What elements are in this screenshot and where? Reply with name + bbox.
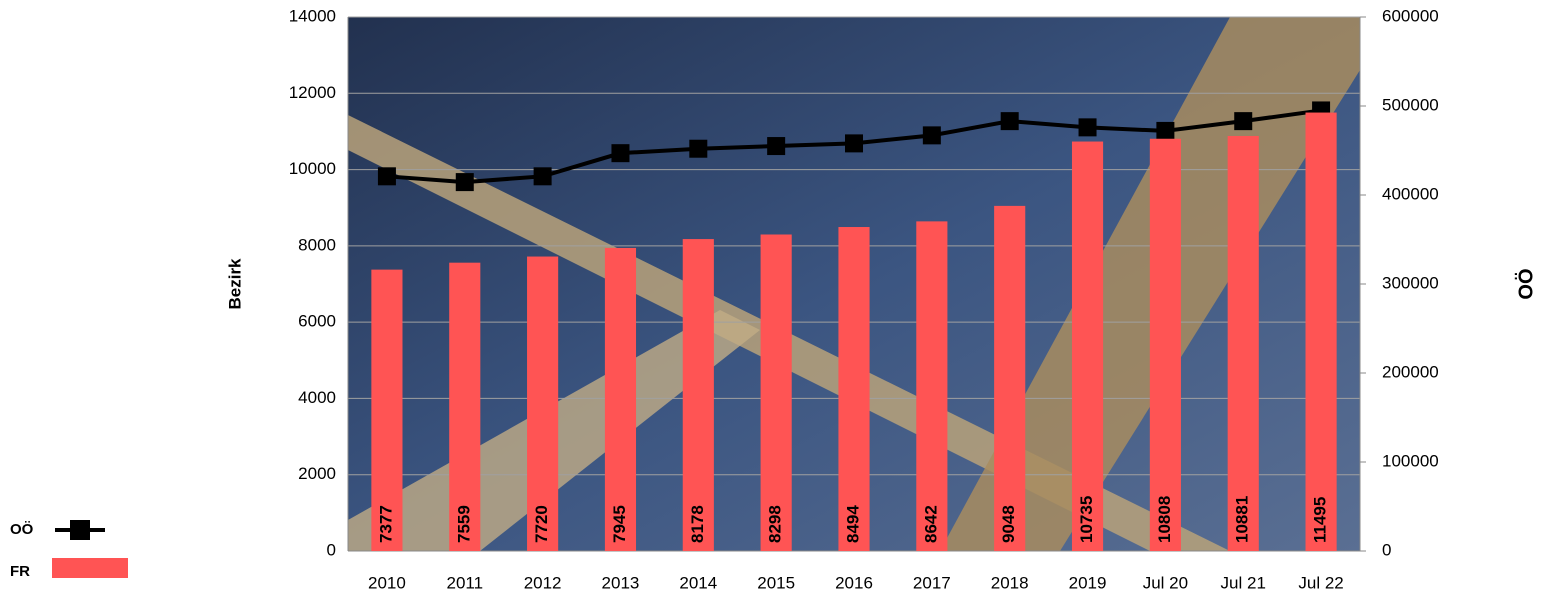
data-label: 8494 bbox=[843, 505, 862, 543]
x-tick-label: 2017 bbox=[913, 573, 951, 592]
y-tick-label: 8000 bbox=[298, 235, 336, 254]
y2-tick-label: 500000 bbox=[1382, 95, 1439, 114]
y2-tick-label: 400000 bbox=[1382, 184, 1439, 203]
data-label: 7377 bbox=[376, 505, 395, 543]
y-tick-label: 14000 bbox=[289, 6, 336, 25]
data-label: 10881 bbox=[1233, 496, 1252, 543]
x-tick-label: 2018 bbox=[991, 573, 1029, 592]
data-label: 7559 bbox=[454, 505, 473, 543]
y2-tick-label: 200000 bbox=[1382, 362, 1439, 381]
x-tick-label: 2010 bbox=[368, 573, 406, 592]
y2-tick-label: 600000 bbox=[1382, 6, 1439, 25]
y2-tick-label: 300000 bbox=[1382, 273, 1439, 292]
legend-label: FR bbox=[10, 563, 30, 580]
bar bbox=[449, 262, 481, 551]
data-label: 8178 bbox=[688, 505, 707, 543]
x-tick-label: Jul 20 bbox=[1143, 573, 1188, 592]
bar bbox=[994, 205, 1026, 551]
data-label: 11495 bbox=[1311, 497, 1330, 543]
marker bbox=[455, 173, 474, 192]
x-tick-label: 2011 bbox=[446, 573, 483, 592]
bar bbox=[916, 221, 948, 551]
y2-axis-title: OÖ bbox=[1514, 268, 1537, 299]
x-tick-label: Jul 22 bbox=[1298, 573, 1343, 592]
marker bbox=[845, 134, 863, 153]
data-label: 8642 bbox=[921, 505, 940, 543]
data-label: 8298 bbox=[766, 505, 785, 543]
data-label: 9048 bbox=[999, 505, 1018, 543]
legend-swatch bbox=[70, 520, 90, 540]
marker bbox=[767, 137, 786, 156]
bar bbox=[1071, 141, 1104, 551]
y-axis-title: Bezirk bbox=[225, 258, 244, 310]
x-tick-label: 2015 bbox=[757, 573, 795, 592]
x-tick-label: Jul 21 bbox=[1221, 573, 1266, 592]
bar bbox=[682, 239, 714, 551]
marker bbox=[1078, 118, 1097, 137]
x-tick-label: 2012 bbox=[524, 573, 562, 592]
y-tick-label: 6000 bbox=[298, 312, 336, 331]
bar bbox=[371, 269, 403, 551]
data-label: 7945 bbox=[610, 505, 629, 543]
marker bbox=[377, 167, 396, 186]
y2-tick-label: 100000 bbox=[1382, 451, 1439, 470]
legend-label: OÖ bbox=[10, 521, 34, 538]
y-tick-label: 4000 bbox=[298, 388, 336, 407]
data-label: 7720 bbox=[532, 505, 551, 543]
bar bbox=[760, 234, 792, 551]
x-tick-label: 2016 bbox=[835, 573, 873, 592]
bar bbox=[1149, 138, 1181, 551]
bar bbox=[604, 247, 637, 551]
marker bbox=[1156, 121, 1175, 140]
y-tick-label: 10000 bbox=[289, 159, 336, 178]
marker bbox=[1234, 112, 1253, 131]
data-label: 10808 bbox=[1155, 496, 1174, 543]
legend-swatch bbox=[52, 558, 128, 578]
y2-tick-label: 0 bbox=[1382, 540, 1391, 559]
bar bbox=[1305, 112, 1337, 552]
marker bbox=[922, 126, 941, 145]
marker bbox=[1000, 112, 1019, 131]
bar bbox=[527, 256, 559, 551]
marker bbox=[611, 144, 630, 163]
x-tick-label: 2014 bbox=[679, 573, 717, 592]
x-tick-label: 2019 bbox=[1069, 573, 1107, 592]
y-tick-label: 0 bbox=[327, 540, 336, 559]
marker bbox=[689, 139, 708, 158]
y-tick-label: 2000 bbox=[298, 464, 336, 483]
bar bbox=[1227, 135, 1259, 551]
x-tick-label: 2013 bbox=[602, 573, 640, 592]
marker bbox=[533, 167, 552, 186]
bar bbox=[838, 227, 870, 551]
y-tick-label: 12000 bbox=[289, 83, 336, 102]
data-label: 10735 bbox=[1077, 496, 1096, 543]
